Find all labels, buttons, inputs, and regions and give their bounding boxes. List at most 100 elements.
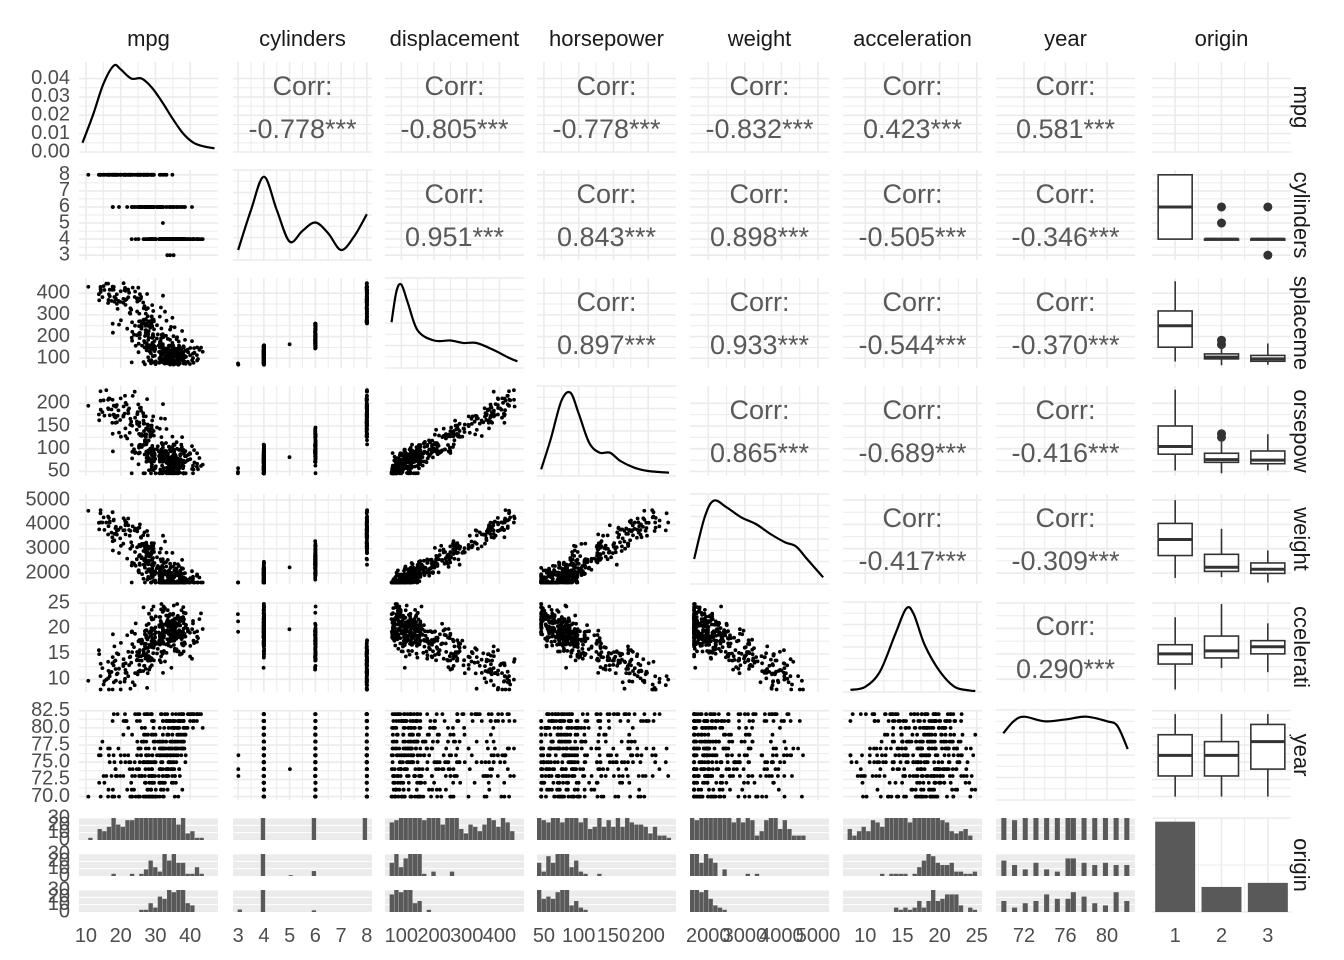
corr-value: -0.778*** bbox=[248, 114, 357, 144]
scatter-point bbox=[197, 456, 202, 460]
scatter-point bbox=[396, 580, 401, 584]
scatter-point bbox=[115, 307, 120, 311]
scatter-point bbox=[560, 568, 565, 573]
scatter-point bbox=[425, 656, 430, 661]
scatter-point bbox=[653, 516, 658, 520]
scatter-point bbox=[191, 471, 195, 476]
scatter-point bbox=[150, 237, 155, 242]
scatter-point bbox=[171, 623, 176, 628]
corr-label: Corr: bbox=[883, 503, 943, 533]
scatter-point bbox=[104, 388, 109, 393]
scatter-point bbox=[425, 450, 430, 455]
scatter-point bbox=[125, 205, 130, 209]
scatter-point bbox=[133, 621, 138, 626]
scatter-point bbox=[86, 284, 91, 289]
scatter-point bbox=[496, 529, 501, 533]
scatter-point bbox=[125, 633, 130, 638]
scatter-point bbox=[365, 516, 369, 521]
scatter-point bbox=[159, 354, 163, 359]
scatter-point bbox=[170, 172, 175, 177]
scatter-point bbox=[143, 205, 148, 209]
scatter-point bbox=[414, 457, 418, 461]
scatter-point bbox=[484, 538, 489, 543]
scatter-point bbox=[141, 237, 146, 242]
scatter-point bbox=[146, 438, 151, 443]
scatter-point bbox=[149, 457, 154, 462]
scatter-point bbox=[159, 416, 163, 421]
scatter-point bbox=[446, 665, 451, 669]
scatter-point bbox=[151, 360, 156, 365]
scatter-point bbox=[190, 569, 194, 574]
scatter-point bbox=[174, 580, 179, 585]
scatter-point bbox=[261, 464, 266, 469]
scatter-point bbox=[148, 434, 153, 439]
scatter-point bbox=[97, 520, 101, 525]
scatter-point bbox=[365, 438, 369, 443]
density-curve bbox=[81, 63, 215, 150]
scatter-point bbox=[392, 454, 397, 459]
scatter-point bbox=[123, 298, 128, 302]
corr-label: Corr: bbox=[730, 287, 790, 317]
scatter-point bbox=[148, 205, 153, 209]
scatter-point bbox=[145, 671, 150, 676]
scatter-point bbox=[159, 237, 163, 242]
scatter-point bbox=[102, 413, 107, 418]
panel-displacement-horsepower: Corr:0.897*** bbox=[537, 278, 676, 368]
scatter-point bbox=[146, 562, 151, 567]
scatter-point bbox=[110, 510, 115, 515]
scatter-point bbox=[313, 568, 318, 573]
scatter-point bbox=[462, 550, 466, 555]
scatter-point bbox=[148, 325, 153, 330]
scatter-point bbox=[172, 561, 177, 566]
scatter-point bbox=[133, 323, 137, 328]
scatter-point bbox=[479, 434, 484, 438]
scatter-point bbox=[107, 516, 111, 520]
scatter-point bbox=[155, 444, 160, 449]
scatter-point bbox=[139, 669, 143, 674]
scatter-point bbox=[100, 666, 105, 670]
panel-cylinders-cylinders bbox=[233, 169, 372, 261]
scatter-point bbox=[455, 423, 460, 428]
scatter-point bbox=[158, 615, 163, 619]
scatter-point bbox=[172, 635, 177, 640]
scatter-point bbox=[188, 346, 193, 350]
scatter-point bbox=[181, 580, 186, 585]
scatter-point bbox=[145, 686, 150, 690]
scatter-point bbox=[436, 570, 441, 575]
scatter-point bbox=[642, 517, 647, 522]
corr-value: -0.346*** bbox=[1011, 222, 1120, 252]
scatter-point bbox=[607, 523, 612, 528]
scatter-point bbox=[541, 578, 545, 583]
scatter-point bbox=[313, 621, 318, 626]
scatter-point bbox=[188, 644, 193, 648]
scatter-point bbox=[394, 464, 399, 469]
panel-acceleration-displacement bbox=[385, 602, 524, 692]
scatter-point bbox=[150, 644, 155, 649]
scatter-point bbox=[364, 556, 369, 561]
scatter-point bbox=[110, 397, 115, 402]
scatter-point bbox=[636, 520, 641, 525]
scatter-point bbox=[195, 345, 200, 350]
scatter-point bbox=[437, 433, 441, 438]
scatter-point bbox=[570, 550, 574, 554]
column-strip-label: origin bbox=[1195, 26, 1249, 51]
scatter-point bbox=[185, 347, 190, 352]
scatter-point bbox=[86, 678, 91, 683]
scatter-point bbox=[425, 653, 430, 658]
scatter-point bbox=[502, 420, 507, 425]
scatter-point bbox=[150, 336, 155, 340]
corr-value: 0.898*** bbox=[710, 222, 810, 252]
scatter-point bbox=[168, 362, 173, 367]
scatter-point bbox=[97, 418, 102, 423]
scatter-point bbox=[129, 360, 134, 365]
corr-value: -0.416*** bbox=[1011, 438, 1120, 468]
scatter-point bbox=[157, 426, 162, 431]
scatter-point bbox=[129, 335, 134, 340]
scatter-point bbox=[411, 471, 416, 476]
scatter-point bbox=[181, 464, 186, 468]
panels: Corr:-0.778***Corr:-0.805***Corr:-0.778*… bbox=[79, 62, 1291, 913]
scatter-point bbox=[631, 533, 635, 538]
scatter-point bbox=[164, 569, 169, 574]
scatter-point bbox=[98, 287, 103, 292]
scatter-point bbox=[462, 430, 467, 434]
